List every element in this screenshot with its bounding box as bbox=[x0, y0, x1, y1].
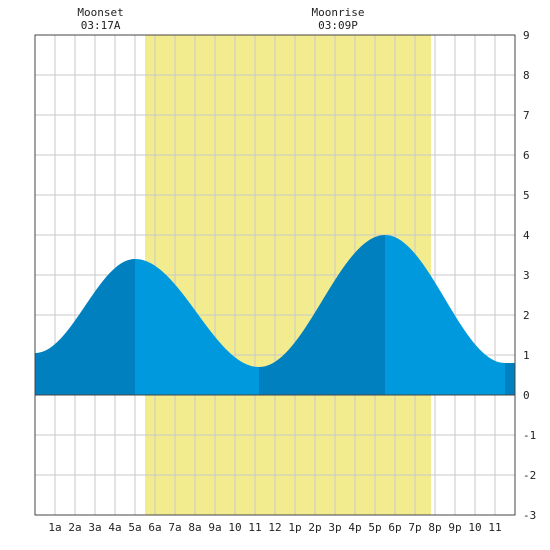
x-tick-label: 4p bbox=[348, 521, 361, 534]
x-tick-label: 6a bbox=[148, 521, 161, 534]
y-tick-labels: -3 -2 -1 0 1 2 3 4 5 6 7 8 9 bbox=[523, 29, 536, 522]
x-tick-label: 8p bbox=[428, 521, 441, 534]
x-tick-label: 5p bbox=[368, 521, 381, 534]
x-tick-label: 12 bbox=[268, 521, 281, 534]
y-tick-label: 6 bbox=[523, 149, 530, 162]
moon-event-label: Moonrise bbox=[312, 6, 365, 19]
y-tick-label: 1 bbox=[523, 349, 530, 362]
y-tick-label: 3 bbox=[523, 269, 530, 282]
y-tick-label: 9 bbox=[523, 29, 530, 42]
y-tick-label: 0 bbox=[523, 389, 530, 402]
moon-event-time: 03:17A bbox=[81, 19, 121, 32]
tide-segment-rising bbox=[35, 259, 135, 395]
x-tick-label: 6p bbox=[388, 521, 401, 534]
x-tick-label: 1p bbox=[288, 521, 301, 534]
y-tick-label: 5 bbox=[523, 189, 530, 202]
moon-event-time: 03:09P bbox=[318, 19, 358, 32]
x-tick-label: 2a bbox=[68, 521, 81, 534]
x-tick-label: 11 bbox=[248, 521, 261, 534]
x-tick-label: 10 bbox=[468, 521, 481, 534]
y-tick-label: 7 bbox=[523, 109, 530, 122]
plot-frame bbox=[34, 34, 516, 516]
y-tick-label: 8 bbox=[523, 69, 530, 82]
x-tick-label: 3p bbox=[328, 521, 341, 534]
y-tick-label: 4 bbox=[523, 229, 530, 242]
x-tick-label: 7p bbox=[408, 521, 421, 534]
x-tick-label: 5a bbox=[128, 521, 141, 534]
x-tick-label: 2p bbox=[308, 521, 321, 534]
x-tick-label: 8a bbox=[188, 521, 201, 534]
tide-segment-rising bbox=[505, 363, 515, 395]
x-tick-label: 7a bbox=[168, 521, 181, 534]
moon-event-label: Moonset bbox=[77, 6, 123, 19]
y-tick-label: -1 bbox=[523, 429, 536, 442]
y-tick-label: -3 bbox=[523, 509, 536, 522]
tide-segment-rising bbox=[259, 235, 385, 395]
x-tick-label: 9a bbox=[208, 521, 221, 534]
x-tick-label: 11 bbox=[488, 521, 501, 534]
x-tick-label: 4a bbox=[108, 521, 121, 534]
tide-segment-falling bbox=[385, 235, 505, 395]
x-tick-label: 9p bbox=[448, 521, 461, 534]
tide-area-layer bbox=[35, 235, 515, 395]
x-tick-label: 3a bbox=[88, 521, 101, 534]
x-tick-label: 10 bbox=[228, 521, 241, 534]
x-tick-labels: 1a 2a 3a 4a 5a 6a 7a 8a 9a 10 11 12 1p 2p 3p 4p 5p 6p 7p 8p… bbox=[48, 521, 501, 534]
y-tick-label: 2 bbox=[523, 309, 530, 322]
x-tick-label: 1a bbox=[48, 521, 61, 534]
tide-segment-falling bbox=[135, 259, 259, 395]
y-tick-label: -2 bbox=[523, 469, 536, 482]
